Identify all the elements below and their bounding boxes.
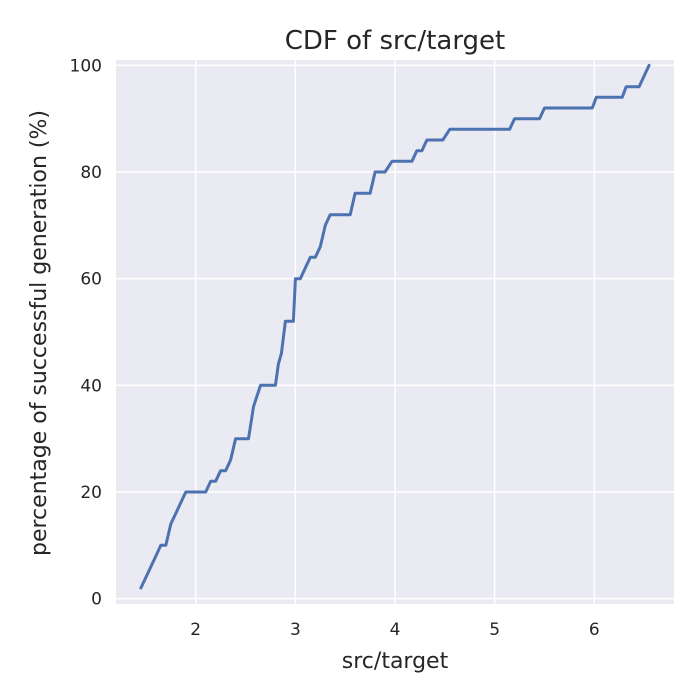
grid-lines [116, 60, 674, 604]
x-tick-label: 2 [190, 620, 201, 640]
series-layer [139, 63, 651, 590]
x-tick-label: 6 [589, 620, 600, 640]
x-tick-label: 4 [390, 620, 401, 640]
cdf-series-line [139, 63, 651, 590]
y-tick-label: 40 [80, 376, 102, 396]
x-tick-label: 3 [290, 620, 301, 640]
y-tick-label: 100 [70, 56, 102, 76]
y-tick-label: 20 [80, 483, 102, 503]
y-axis-label: percentage of successful generation (%) [27, 110, 52, 556]
y-tick-label: 60 [80, 270, 102, 290]
y-tick-label: 0 [91, 590, 102, 610]
x-axis-label: src/target [342, 649, 449, 674]
y-tick-label: 80 [80, 163, 102, 183]
x-tick-label: 5 [489, 620, 500, 640]
chart-title: CDF of src/target [285, 26, 506, 56]
